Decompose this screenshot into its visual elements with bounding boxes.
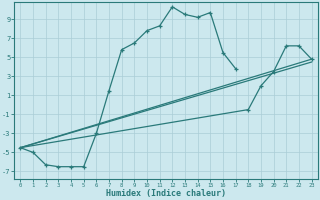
- X-axis label: Humidex (Indice chaleur): Humidex (Indice chaleur): [106, 189, 226, 198]
